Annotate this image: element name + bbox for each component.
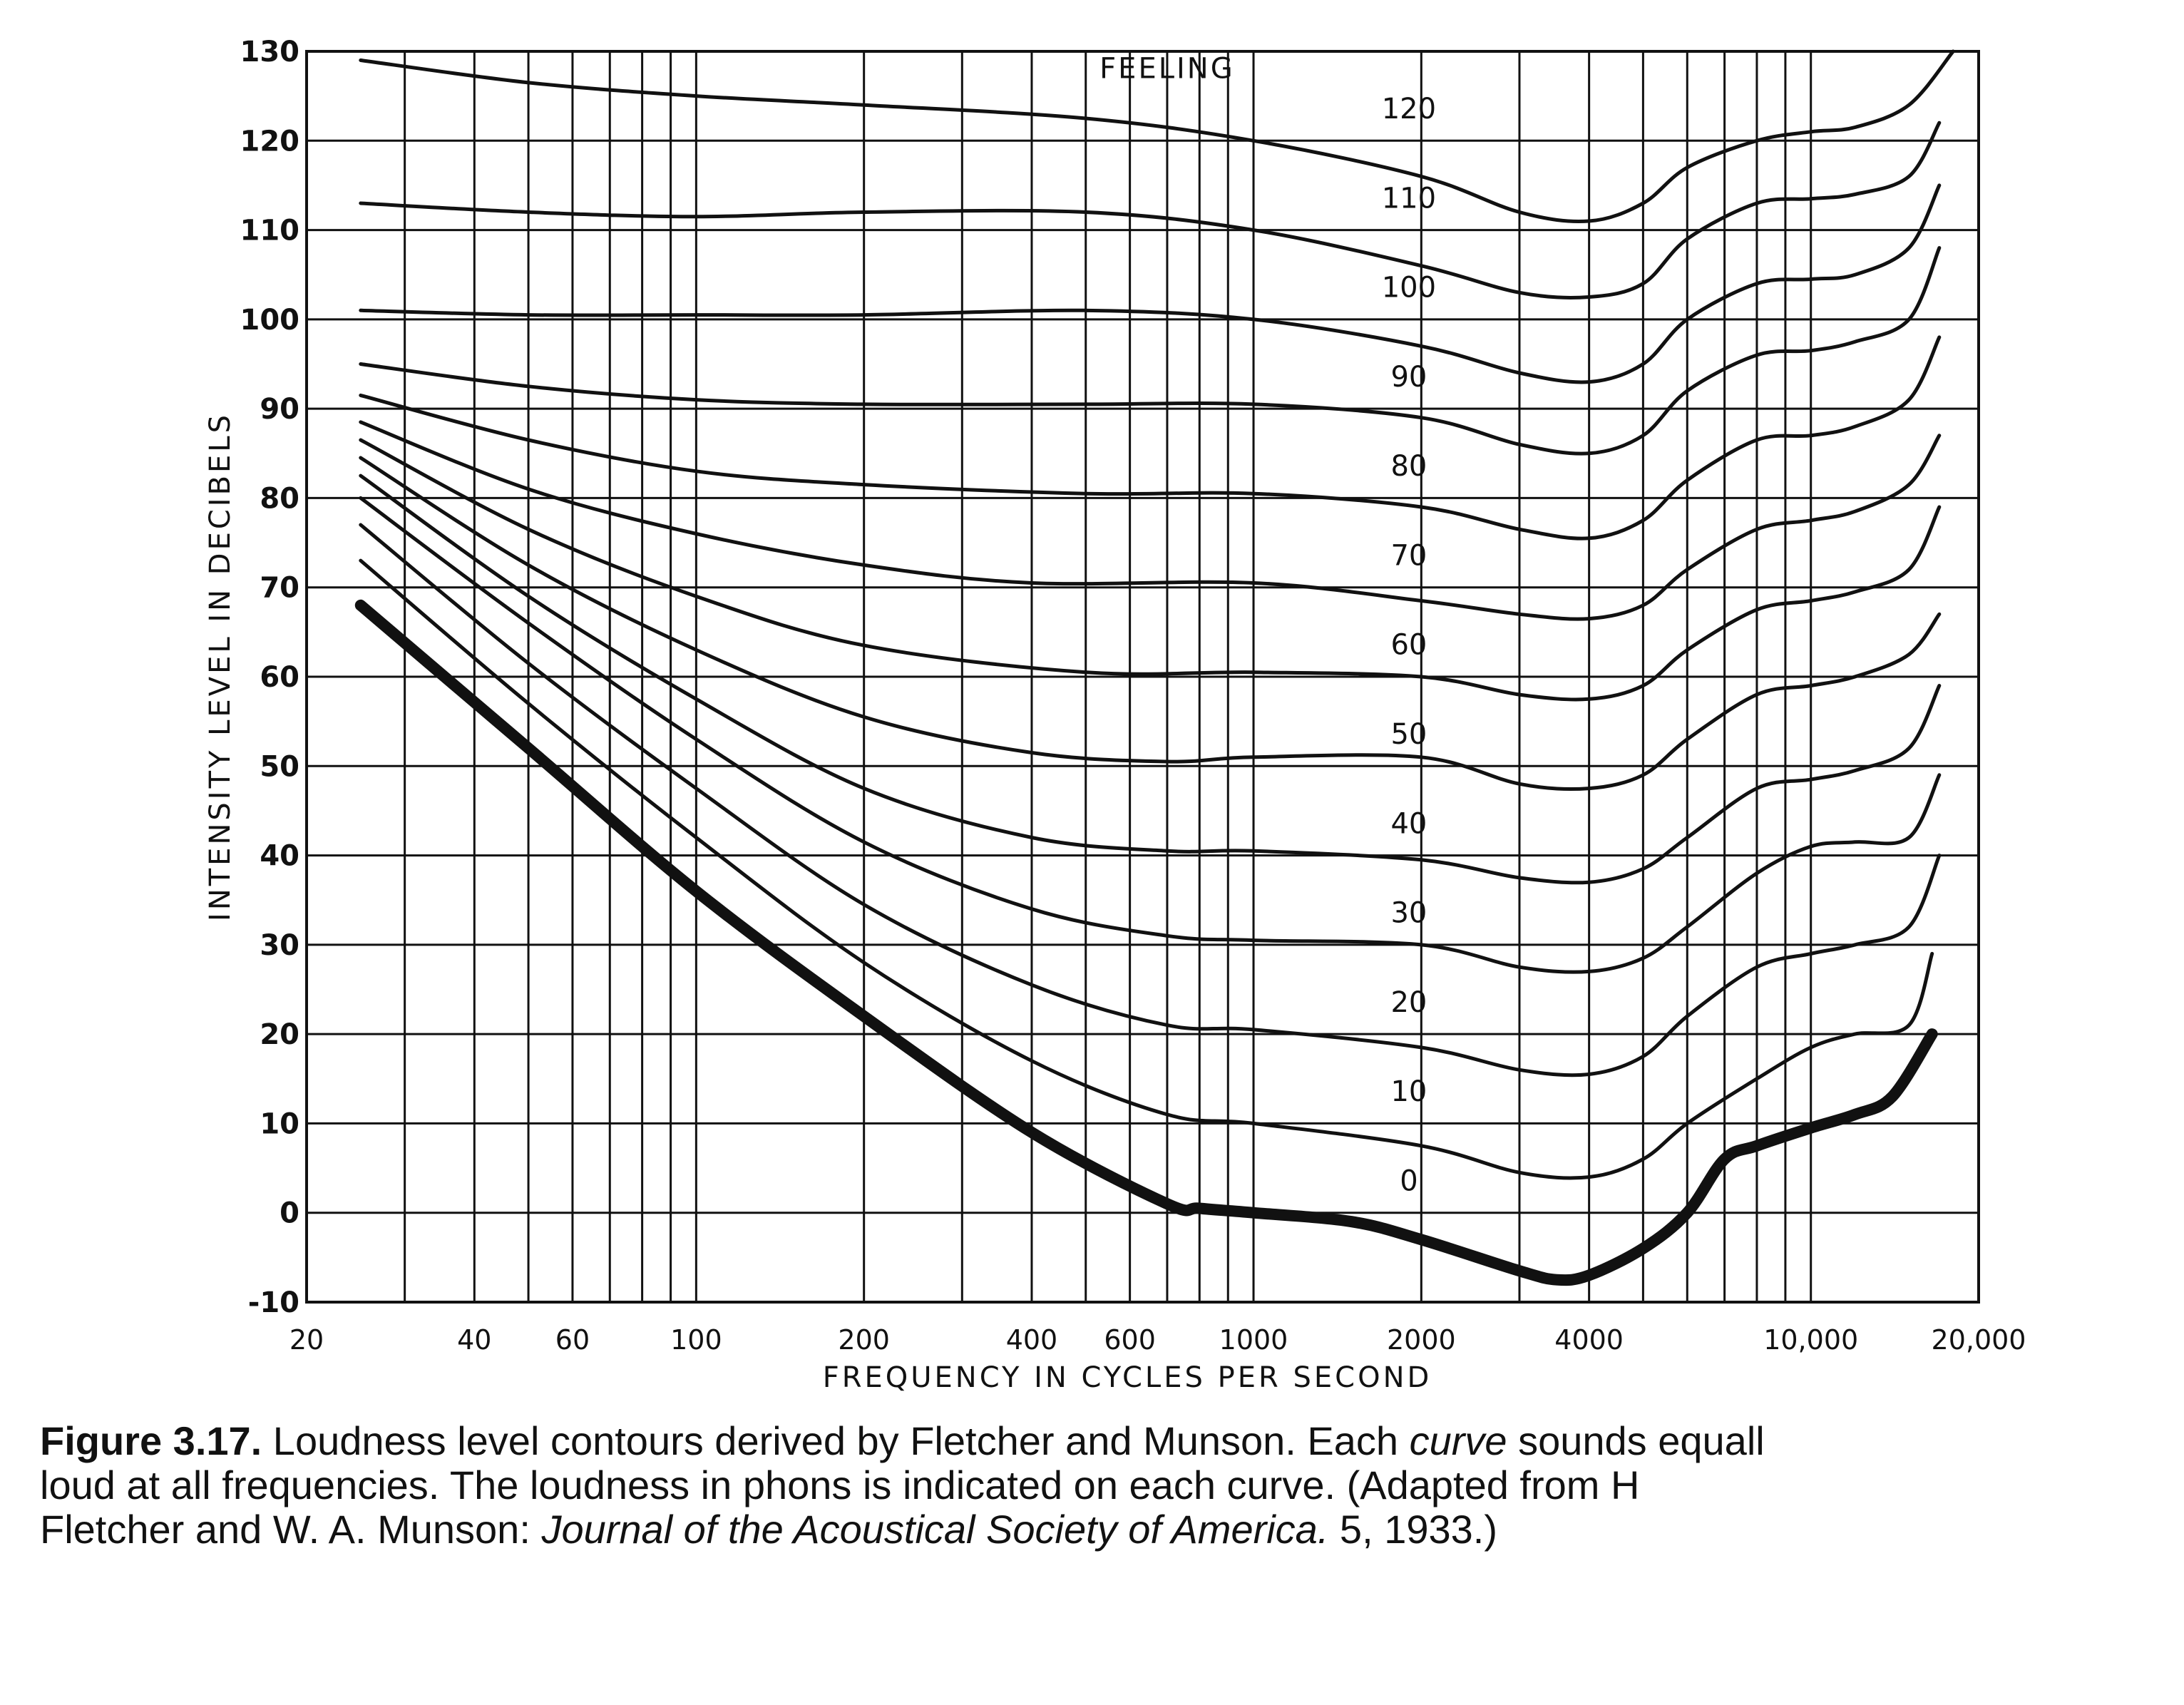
loudness-curve [359, 121, 1942, 299]
curve-label: 30 [1390, 897, 1427, 930]
loudness-curve [359, 456, 1942, 792]
x-axis-title: FREQUENCY IN CYCLES PER SECOND [823, 1361, 1432, 1394]
curve-label: 50 [1390, 718, 1427, 751]
loudness-curve [359, 420, 1942, 621]
x-tick-label: 4000 [1554, 1324, 1624, 1356]
x-tick-label: 40 [457, 1324, 491, 1356]
curve-label: 20 [1390, 986, 1427, 1019]
x-tick-labels: 20 40 60 100 200 400 600 1000 2000 4000 10,000 20,0… [289, 1324, 2026, 1356]
curve-label: 100 [1382, 272, 1436, 304]
curve-label: 90 [1390, 361, 1427, 394]
x-tick-label: 200 [838, 1324, 890, 1356]
y-tick-label: 70 [260, 572, 299, 605]
y-tick-label: 20 [260, 1018, 299, 1051]
caption-line-3: Fletcher and W. A. Munson: Journal of th… [40, 1507, 2184, 1552]
loudness-curve [359, 523, 1942, 1077]
caption-text: Loudness level contours derived by Fletc… [262, 1419, 1410, 1463]
curve-label: 110 [1382, 182, 1436, 215]
x-tick-label: 2000 [1387, 1324, 1456, 1356]
x-tick-label: 20,000 [1932, 1324, 2026, 1356]
loudness-curves [354, 49, 1955, 1286]
caption-emphasis: curve [1409, 1419, 1507, 1463]
loudness-curve [359, 49, 1955, 224]
y-tick-label: 130 [240, 36, 300, 68]
y-tick-label: 0 [280, 1197, 299, 1230]
x-tick-label: 100 [670, 1324, 722, 1356]
x-tick-label: 400 [1006, 1324, 1058, 1356]
loudness-curve [359, 473, 1942, 885]
y-tick-label: -10 [248, 1286, 299, 1319]
y-tick-label: 110 [240, 215, 300, 247]
loudness-curve [354, 599, 1938, 1286]
y-tick-label: 60 [260, 661, 299, 694]
curve-label: 10 [1390, 1075, 1427, 1108]
curve-label: 80 [1390, 450, 1427, 483]
caption-text: Fletcher and W. A. Munson: [40, 1507, 542, 1552]
x-tick-label: 1000 [1219, 1324, 1288, 1356]
loudness-curve [359, 496, 1942, 974]
loudness-curve [359, 438, 1942, 702]
curve-label: 0 [1400, 1164, 1417, 1197]
y-axis-title: INTENSITY LEVEL IN DECIBELS [204, 412, 237, 921]
x-tick-label: 600 [1104, 1324, 1156, 1356]
caption-line-1: Figure 3.17. Loudness level contours der… [40, 1419, 2184, 1463]
loudness-curve [359, 183, 1942, 384]
y-tick-label: 10 [260, 1107, 299, 1140]
feeling-annotation: FEELING [1099, 53, 1235, 86]
y-tick-label: 40 [260, 840, 299, 873]
loudness-curve [359, 558, 1934, 1180]
curve-label: 60 [1390, 629, 1427, 662]
y-tick-label: 50 [260, 750, 299, 783]
y-tick-label: 90 [260, 393, 299, 426]
chart-grid [305, 50, 1980, 1304]
journal-title: Journal of the Acoustical Society of Ame… [541, 1507, 1329, 1552]
caption-line-2: loud at all frequencies. The loudness in… [40, 1463, 1640, 1507]
figure-caption: Figure 3.17. Loudness level contours der… [40, 1419, 2184, 1552]
y-tick-label: 100 [240, 304, 300, 337]
y-tick-label: 120 [240, 125, 300, 158]
x-tick-label: 10,000 [1763, 1324, 1858, 1356]
figure-label: Figure 3.17. [40, 1419, 262, 1463]
caption-text: sounds equall [1507, 1419, 1765, 1463]
curve-label: 70 [1390, 539, 1427, 572]
x-tick-label: 20 [289, 1324, 324, 1356]
curve-label: 120 [1382, 93, 1436, 126]
caption-text: 5, 1933.) [1328, 1507, 1497, 1552]
loudness-curve [359, 246, 1942, 456]
y-tick-label: 80 [260, 482, 299, 515]
curve-label: 40 [1390, 807, 1427, 840]
y-tick-label: 30 [260, 929, 299, 962]
x-tick-label: 60 [555, 1324, 590, 1356]
loudness-curve [359, 335, 1942, 541]
